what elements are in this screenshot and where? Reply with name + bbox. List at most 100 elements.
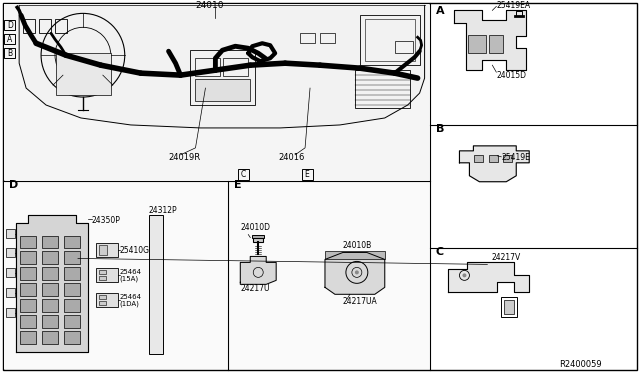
Circle shape xyxy=(463,273,467,278)
Bar xyxy=(148,215,163,354)
Text: 24019R: 24019R xyxy=(168,153,201,162)
Polygon shape xyxy=(460,146,529,182)
Text: 24217UA: 24217UA xyxy=(343,297,378,306)
Bar xyxy=(6,308,15,317)
Bar xyxy=(501,297,517,317)
Polygon shape xyxy=(325,253,385,294)
Bar xyxy=(99,301,106,305)
Bar xyxy=(238,169,249,180)
Bar xyxy=(503,155,512,162)
Polygon shape xyxy=(454,10,526,70)
Bar xyxy=(20,283,36,296)
Text: 24312P: 24312P xyxy=(148,206,177,215)
Bar xyxy=(99,276,106,280)
Bar xyxy=(468,35,486,53)
Bar xyxy=(96,293,118,307)
Bar xyxy=(355,70,410,108)
Bar xyxy=(42,283,58,296)
Bar xyxy=(20,299,36,312)
Polygon shape xyxy=(19,6,424,128)
Bar xyxy=(395,41,413,53)
Text: 25464
(15A): 25464 (15A) xyxy=(120,269,142,282)
Text: R2400059: R2400059 xyxy=(559,359,602,369)
Bar xyxy=(4,34,15,44)
Bar xyxy=(4,20,15,30)
Bar xyxy=(20,331,36,344)
Bar xyxy=(23,19,35,33)
Bar xyxy=(474,155,483,162)
Text: A: A xyxy=(7,35,12,44)
Bar xyxy=(42,267,58,280)
Bar xyxy=(39,19,51,33)
Text: 24217U: 24217U xyxy=(240,284,270,293)
Bar xyxy=(64,283,80,296)
Text: A: A xyxy=(436,6,444,16)
Bar xyxy=(55,19,67,33)
Circle shape xyxy=(355,270,359,275)
Bar xyxy=(64,331,80,344)
Bar xyxy=(20,267,36,280)
Bar xyxy=(20,251,36,264)
Bar xyxy=(99,270,106,275)
Bar xyxy=(64,235,80,248)
Bar xyxy=(20,315,36,328)
Text: 24010: 24010 xyxy=(195,1,224,10)
Bar xyxy=(195,58,220,76)
Bar xyxy=(4,48,15,58)
Bar xyxy=(320,33,335,43)
Polygon shape xyxy=(240,256,276,284)
Bar xyxy=(253,237,263,243)
Bar xyxy=(325,251,385,259)
Text: 24015D: 24015D xyxy=(497,71,526,80)
Bar xyxy=(191,50,255,105)
Text: 25464
(1DA): 25464 (1DA) xyxy=(120,294,142,307)
Bar xyxy=(504,300,515,314)
Polygon shape xyxy=(447,262,529,292)
Bar xyxy=(96,244,118,257)
Bar xyxy=(96,268,118,282)
Bar xyxy=(64,315,80,328)
Text: 24217V: 24217V xyxy=(492,253,520,262)
Bar xyxy=(6,288,15,297)
Bar xyxy=(252,234,264,237)
Text: E: E xyxy=(234,180,242,190)
Text: B: B xyxy=(436,124,444,134)
Bar xyxy=(56,53,111,95)
Bar xyxy=(64,267,80,280)
Bar xyxy=(490,155,499,162)
Bar xyxy=(6,228,15,237)
Text: C: C xyxy=(436,247,444,257)
Bar xyxy=(229,182,429,369)
Bar xyxy=(360,15,420,65)
Bar xyxy=(365,19,415,61)
Bar xyxy=(42,251,58,264)
Text: D: D xyxy=(9,180,19,190)
Bar xyxy=(64,251,80,264)
Bar xyxy=(490,35,503,53)
Bar xyxy=(99,246,107,256)
Text: E: E xyxy=(305,170,309,179)
Text: 25419E: 25419E xyxy=(501,153,530,162)
Bar xyxy=(6,268,15,278)
Bar xyxy=(42,315,58,328)
Text: B: B xyxy=(7,49,12,58)
Text: C: C xyxy=(241,170,246,179)
Bar xyxy=(42,235,58,248)
Text: 25410G: 25410G xyxy=(120,246,150,255)
Bar xyxy=(64,299,80,312)
Bar xyxy=(42,299,58,312)
Text: D: D xyxy=(7,21,13,30)
Text: 24010B: 24010B xyxy=(343,241,372,250)
Bar xyxy=(4,4,429,180)
Bar xyxy=(4,182,227,369)
Bar xyxy=(99,295,106,299)
Bar xyxy=(300,33,315,43)
Bar xyxy=(195,79,250,101)
Bar xyxy=(42,331,58,344)
Text: 24010D: 24010D xyxy=(240,223,270,232)
Polygon shape xyxy=(16,215,88,352)
Bar xyxy=(302,169,313,180)
Bar xyxy=(223,58,248,76)
Text: 25419EA: 25419EA xyxy=(497,1,531,10)
Text: 24350P: 24350P xyxy=(92,216,121,225)
